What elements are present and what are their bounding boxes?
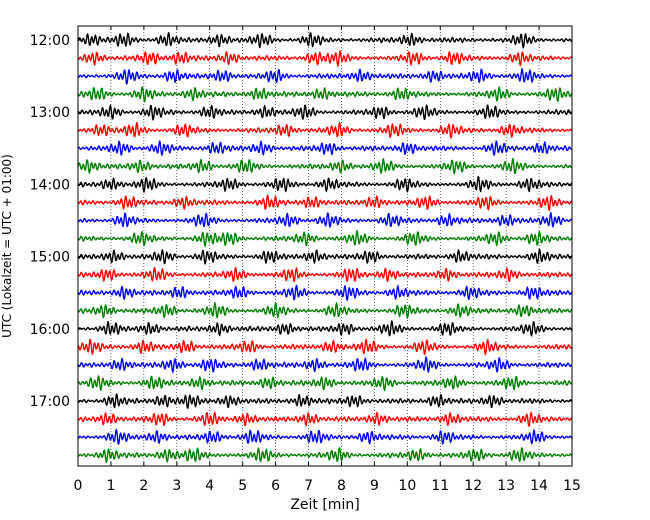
y-tick-label: 16:00 [30, 322, 70, 338]
seismogram-trace [77, 175, 573, 193]
x-tick-label: 11 [431, 478, 449, 494]
seismogram-trace [77, 86, 573, 103]
x-tick-label: 14 [530, 478, 548, 494]
seismogram-trace [77, 428, 573, 445]
seismogram-trace [77, 411, 573, 427]
x-axis-label: Zeit [min] [290, 497, 359, 513]
seismogram-trace [77, 393, 573, 409]
y-axis-ticks: 12:00 13:00 14:00 15:00 16:00 17:00 [30, 33, 572, 410]
seismogram-trace [77, 356, 573, 373]
seismogram-trace [77, 267, 573, 283]
y-tick-label: 14:00 [30, 177, 70, 193]
seismogram-trace [77, 212, 573, 228]
x-tick-label: 13 [497, 478, 515, 494]
seismogram-trace [77, 31, 573, 49]
x-tick-label: 1 [106, 478, 115, 494]
y-tick-label: 13:00 [30, 105, 70, 121]
seismogram-trace [77, 447, 573, 463]
seismogram-trace [77, 194, 572, 212]
seismogram-trace [77, 248, 573, 265]
x-tick-label: 5 [238, 478, 247, 494]
x-tick-label: 6 [271, 478, 280, 494]
seismogram-trace [77, 68, 573, 85]
x-tick-label: 7 [304, 478, 313, 494]
seismogram-traces [77, 31, 573, 463]
y-tick-label: 17:00 [30, 394, 70, 410]
x-tick-label: 8 [337, 478, 346, 494]
y-tick-label: 15:00 [30, 250, 70, 266]
plot-frame [77, 25, 573, 467]
seismogram-trace [77, 140, 573, 156]
y-tick-label: 12:00 [30, 33, 70, 49]
x-axis-ticks: 0 1 2 3 4 5 6 7 8 9 10 11 12 13 14 15 [74, 26, 581, 494]
seismogram-trace [77, 338, 573, 356]
seismogram-trace [77, 320, 573, 337]
seismogram-trace [77, 375, 573, 392]
x-tick-label: 10 [398, 478, 416, 494]
x-tick-label: 3 [172, 478, 181, 494]
x-tick-label: 4 [205, 478, 214, 494]
seismogram-trace [77, 284, 573, 301]
x-tick-label: 12 [464, 478, 482, 494]
seismogram-trace [77, 121, 573, 139]
x-tick-label: 9 [370, 478, 379, 494]
y-axis-label: UTC (Lokalzeit = UTC + 01:00) [0, 154, 14, 338]
x-tick-label: 15 [563, 478, 581, 494]
seismogram-trace [77, 229, 573, 247]
seismogram-trace [77, 104, 573, 121]
seismogram-trace [77, 50, 573, 67]
vertical-grid [110, 26, 540, 466]
x-tick-label: 0 [74, 478, 83, 494]
seismogram-trace [77, 302, 573, 319]
x-tick-label: 2 [139, 478, 148, 494]
seismogram-trace [77, 157, 572, 175]
